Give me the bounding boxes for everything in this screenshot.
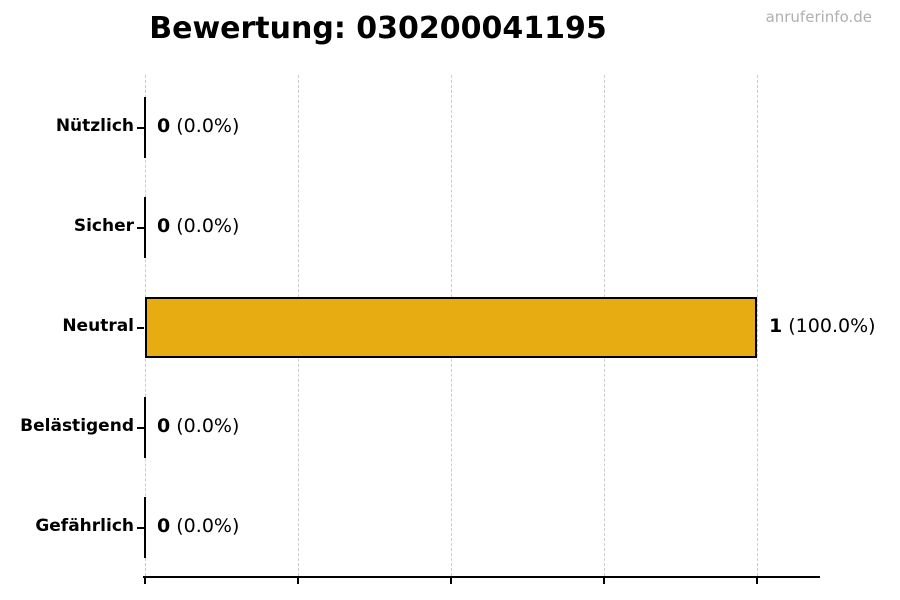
- watermark: anruferinfo.de: [765, 8, 872, 26]
- value-count: 1: [769, 314, 783, 337]
- zero-bar-line: [144, 497, 146, 558]
- gridline: [757, 75, 758, 576]
- x-axis-line: [143, 576, 820, 578]
- x-axis-tick: [297, 578, 299, 584]
- bar: [145, 297, 757, 358]
- value-percent: (100.0%): [782, 314, 876, 337]
- category-label: Belästigend: [20, 415, 134, 436]
- x-axis-tick: [756, 578, 758, 584]
- y-axis-tick: [137, 426, 144, 429]
- category-label: Sicher: [73, 215, 134, 236]
- y-axis-tick: [137, 526, 144, 529]
- y-axis-tick: [137, 326, 144, 329]
- x-axis-tick: [603, 578, 605, 584]
- value-label: 0 (0.0%): [157, 515, 239, 537]
- y-axis-tick: [137, 126, 144, 129]
- value-label: 0 (0.0%): [157, 415, 239, 437]
- y-axis-tick: [137, 226, 144, 229]
- category-label: Neutral: [62, 315, 134, 336]
- x-axis-tick: [144, 578, 146, 584]
- value-percent: (0.0%): [170, 214, 240, 237]
- zero-bar-line: [144, 197, 146, 258]
- zero-bar-line: [144, 97, 146, 158]
- x-axis-tick: [450, 578, 452, 584]
- value-count: 0: [157, 114, 171, 137]
- value-count: 0: [157, 214, 171, 237]
- value-percent: (0.0%): [170, 514, 240, 537]
- value-percent: (0.0%): [170, 414, 240, 437]
- value-count: 0: [157, 514, 171, 537]
- value-label: 0 (0.0%): [157, 215, 239, 237]
- value-percent: (0.0%): [170, 114, 240, 137]
- value-count: 0: [157, 414, 171, 437]
- category-label: Gefährlich: [35, 515, 134, 536]
- chart-title: Bewertung: 030200041195: [149, 11, 607, 46]
- zero-bar-line: [144, 397, 146, 458]
- value-label: 0 (0.0%): [157, 115, 239, 137]
- category-label: Nützlich: [55, 115, 134, 136]
- value-label: 1 (100.0%): [769, 315, 876, 337]
